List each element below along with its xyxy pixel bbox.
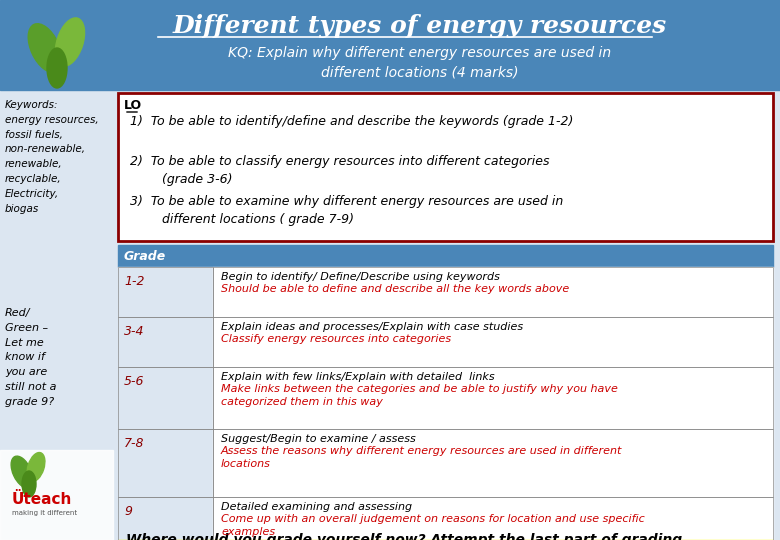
Text: 7-8: 7-8 bbox=[124, 437, 144, 450]
Ellipse shape bbox=[22, 471, 36, 497]
Text: KQ: Explain why different energy resources are used in
different locations (4 ma: KQ: Explain why different energy resourc… bbox=[229, 46, 612, 80]
Bar bbox=[118, 367, 213, 429]
Text: 1-2: 1-2 bbox=[124, 275, 144, 288]
Ellipse shape bbox=[47, 48, 67, 88]
Bar bbox=[213, 429, 773, 497]
Bar bbox=[118, 245, 773, 267]
Text: Begin to identify/ Define/Describe using keywords: Begin to identify/ Define/Describe using… bbox=[221, 272, 500, 282]
Ellipse shape bbox=[27, 453, 45, 482]
Ellipse shape bbox=[11, 456, 33, 488]
Text: 1)  To be able to identify/define and describe the keywords (grade 1-2): 1) To be able to identify/define and des… bbox=[130, 115, 573, 128]
Bar bbox=[213, 317, 773, 367]
Text: making it different: making it different bbox=[12, 510, 77, 516]
Bar bbox=[118, 497, 213, 540]
Text: Grade: Grade bbox=[124, 249, 166, 262]
Text: Suggest/Begin to examine / assess: Suggest/Begin to examine / assess bbox=[221, 434, 416, 444]
Bar bbox=[118, 429, 213, 497]
Text: Where would you grade yourself now? Attempt the last part of grading
criteria in: Where would you grade yourself now? Atte… bbox=[126, 533, 682, 540]
Text: Red/
Green –
Let me
know if
you are
still not a
grade 9?: Red/ Green – Let me know if you are stil… bbox=[5, 308, 56, 407]
Text: Detailed examining and assessing: Detailed examining and assessing bbox=[221, 502, 412, 512]
Text: Should be able to define and describe all the key words above: Should be able to define and describe al… bbox=[221, 284, 569, 294]
Text: 3-4: 3-4 bbox=[124, 325, 144, 338]
Text: 2)  To be able to classify energy resources into different categories
        (g: 2) To be able to classify energy resourc… bbox=[130, 155, 549, 186]
Ellipse shape bbox=[55, 18, 84, 66]
FancyBboxPatch shape bbox=[118, 93, 773, 241]
Text: 5-6: 5-6 bbox=[124, 375, 144, 388]
Bar bbox=[118, 497, 213, 540]
Bar bbox=[118, 429, 213, 497]
Text: Explain with few links/Explain with detailed  links: Explain with few links/Explain with deta… bbox=[221, 372, 495, 382]
Text: Make links between the categories and be able to justify why you have
categorize: Make links between the categories and be… bbox=[221, 384, 618, 407]
Bar bbox=[213, 267, 773, 317]
Text: Come up with an overall judgement on reasons for location and use specific
examp: Come up with an overall judgement on rea… bbox=[221, 514, 645, 537]
Bar bbox=[0, 450, 113, 540]
Text: Üteach: Üteach bbox=[12, 492, 73, 508]
Bar bbox=[118, 267, 213, 317]
Text: Classify energy resources into categories: Classify energy resources into categorie… bbox=[221, 334, 451, 344]
Bar bbox=[118, 267, 213, 317]
Bar bbox=[213, 497, 773, 540]
Text: 9: 9 bbox=[124, 505, 132, 518]
Text: LO: LO bbox=[124, 99, 142, 112]
Bar bbox=[213, 429, 773, 497]
Bar bbox=[213, 267, 773, 317]
Ellipse shape bbox=[28, 24, 62, 72]
Text: Assess the reasons why different energy resources are used in different
location: Assess the reasons why different energy … bbox=[221, 446, 622, 469]
Bar bbox=[213, 367, 773, 429]
Bar bbox=[118, 367, 213, 429]
Bar bbox=[118, 317, 213, 367]
Text: Explain ideas and processes/Explain with case studies: Explain ideas and processes/Explain with… bbox=[221, 322, 523, 332]
Text: 3)  To be able to examine why different energy resources are used in
        dif: 3) To be able to examine why different e… bbox=[130, 195, 563, 226]
Text: Different types of energy resources: Different types of energy resources bbox=[173, 14, 667, 38]
Bar bbox=[213, 367, 773, 429]
Bar bbox=[213, 497, 773, 540]
Bar bbox=[118, 317, 213, 367]
Bar bbox=[0, 0, 780, 90]
Bar bbox=[213, 317, 773, 367]
Text: Keywords:
energy resources,
fossil fuels,
non-renewable,
renewable,
recyclable,
: Keywords: energy resources, fossil fuels… bbox=[5, 100, 98, 214]
